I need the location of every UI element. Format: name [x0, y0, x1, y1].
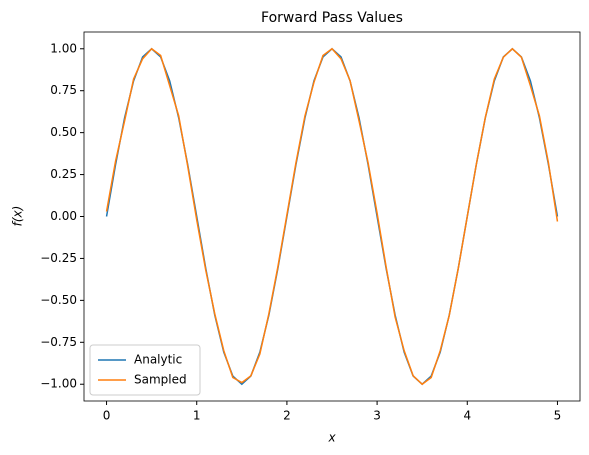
y-tick-label: 0.00 — [50, 209, 77, 223]
y-tick-label: −0.25 — [40, 251, 77, 265]
x-tick-label: 2 — [283, 409, 291, 423]
y-axis-label: f(x) — [11, 206, 25, 227]
y-tick-label: 1.00 — [50, 41, 77, 55]
legend: Analytic Sampled — [89, 344, 201, 396]
plot-frame — [83, 31, 581, 402]
x-tick-label: 4 — [463, 409, 471, 423]
y-tick-label: 0.50 — [50, 125, 77, 139]
y-tick-label: 0.75 — [50, 83, 77, 97]
x-tick-label: 5 — [554, 409, 562, 423]
y-tick-label: −1.00 — [40, 377, 77, 391]
y-tick-label: −0.50 — [40, 293, 77, 307]
x-tick-label: 0 — [103, 409, 111, 423]
legend-label: Analytic — [134, 353, 182, 367]
legend-box — [89, 344, 201, 396]
x-tick-label: 1 — [193, 409, 201, 423]
x-tick-label: 3 — [373, 409, 381, 423]
y-tick-label: 0.25 — [50, 167, 77, 181]
chart-title: Forward Pass Values — [261, 10, 403, 26]
y-tick-label: −0.75 — [40, 335, 77, 349]
series-line — [105, 47, 559, 386]
x-axis-label: x — [327, 431, 336, 445]
legend-label: Sampled — [134, 373, 187, 387]
